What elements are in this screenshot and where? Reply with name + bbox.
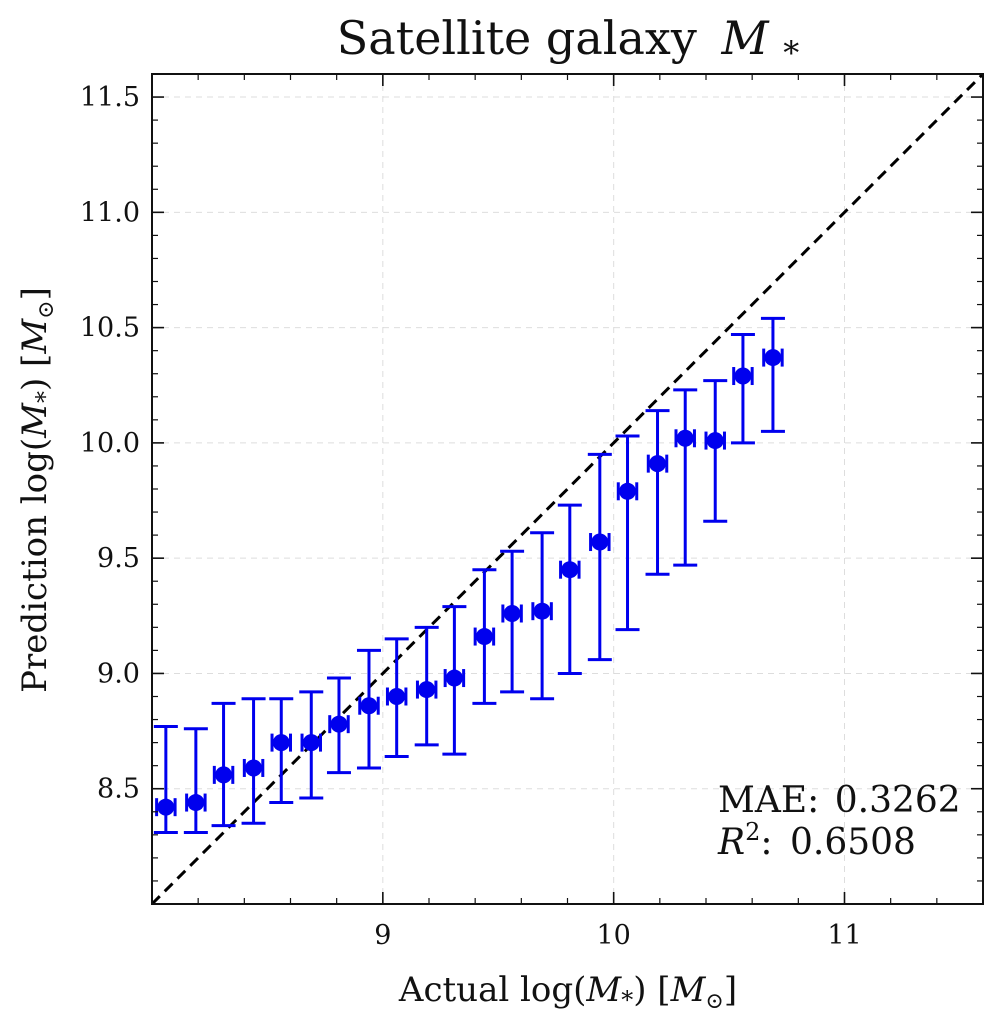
y-tick-label-5: 11.0 (80, 197, 140, 228)
data-point-group-14 (557, 503, 582, 675)
x-tick-label-2: 11 (827, 920, 861, 951)
y-axis-label-suffix: ) [ (15, 354, 55, 391)
y-tick-label-6: 11.5 (80, 82, 140, 113)
data-point-4 (272, 734, 290, 752)
data-point-8 (388, 688, 406, 705)
chart-title-text: Satellite galaxy (337, 11, 697, 65)
y-axis-label-prefix: Prediction log( (15, 438, 55, 693)
y-axis-label-symbol: M (15, 402, 55, 439)
y-tick-label-0: 8.5 (97, 774, 140, 805)
axis-ticks (152, 73, 984, 904)
data-point-group-17 (645, 409, 670, 576)
chart-title: Satellite galaxy M * (337, 11, 799, 72)
mae-value: 0.3262 (835, 780, 961, 821)
data-point-20 (734, 367, 752, 385)
x-axis-label-unit-sub: ⊙ (705, 989, 723, 1014)
x-axis-label-prefix: Actual log( (398, 970, 586, 1010)
y-tick-label-2: 9.5 (97, 543, 140, 574)
r2-annotation: R2: 0.6508 (717, 818, 916, 863)
data-point-6 (330, 715, 348, 733)
data-point-15 (591, 533, 609, 551)
r2-separator: : (760, 822, 772, 863)
data-point-group-1 (183, 727, 208, 835)
data-point-21 (764, 349, 782, 367)
data-point-1 (187, 794, 205, 812)
data-point-group-16 (615, 434, 640, 632)
data-point-group-9 (414, 625, 439, 747)
data-point-group-2 (211, 701, 236, 828)
data-point-group-8 (384, 637, 409, 758)
x-axis-label-close: ] (724, 970, 737, 1010)
data-point-group-7 (356, 648, 381, 770)
x-axis-label-symbol: M (585, 970, 622, 1010)
data-point-group-11 (472, 568, 497, 705)
y-tick-label-1: 9.0 (97, 658, 140, 689)
data-point-2 (215, 766, 233, 784)
data-point-group-0 (153, 724, 178, 835)
data-point-10 (445, 669, 463, 687)
r2-symbol: R (717, 822, 745, 863)
y-axis-label: Prediction log(M*) [M⊙] (15, 287, 59, 693)
data-point-9 (418, 681, 436, 699)
data-point-group-10 (442, 605, 467, 756)
data-point-18 (676, 429, 694, 447)
x-axis-label-subscript: * (621, 986, 633, 1014)
mae-label: MAE: (718, 780, 819, 821)
x-axis-label: Actual log(M*) [M⊙] (398, 970, 737, 1014)
chart-title-symbol: M (720, 11, 770, 65)
data-point-17 (649, 455, 667, 473)
chart-title-subscript: * (783, 34, 799, 72)
data-point-19 (706, 432, 724, 450)
x-axis-label-unit: M (670, 970, 707, 1010)
data-point-16 (619, 482, 637, 500)
r2-superscript: 2 (745, 818, 760, 846)
data-point-group-18 (673, 388, 698, 567)
x-tick-label-1: 10 (596, 920, 630, 951)
y-tick-label-4: 10.5 (80, 313, 140, 344)
data-point-0 (157, 798, 175, 816)
data-point-group-13 (530, 531, 555, 701)
tick-labels: 9 10 11 8.5 9.0 9.5 10.0 10.5 11.0 11.5 (80, 82, 862, 951)
data-point-group-3 (241, 697, 266, 825)
data-point-13 (533, 602, 551, 620)
y-tick-label-3: 10.0 (80, 428, 140, 459)
data-point-group-4 (269, 697, 294, 805)
plot-area (152, 74, 983, 904)
data-point-group-19 (703, 379, 728, 523)
data-point-12 (503, 605, 521, 622)
data-point-group-21 (760, 316, 785, 433)
r2-value: 0.6508 (790, 822, 916, 863)
y-axis-label-close: ] (15, 287, 55, 300)
data-point-group-5 (299, 690, 324, 800)
y-axis-label-unit: M (15, 318, 55, 355)
data-point-7 (360, 697, 378, 715)
data-point-group-6 (326, 676, 351, 775)
x-axis-label-suffix: ) [ (633, 970, 670, 1010)
y-axis-label-unit-sub: ⊙ (34, 300, 59, 318)
x-tick-label-0: 9 (374, 920, 391, 951)
identity-reference-line (152, 74, 983, 904)
data-point-11 (475, 628, 493, 646)
y-axis-label-subscript: * (31, 391, 59, 403)
data-point-group-20 (730, 333, 755, 445)
data-point-14 (561, 561, 579, 579)
data-point-group-15 (587, 452, 612, 662)
data-point-group-12 (500, 549, 525, 694)
data-point-3 (245, 759, 263, 777)
mae-annotation: MAE: 0.3262 (718, 780, 961, 821)
data-point-5 (302, 734, 320, 752)
